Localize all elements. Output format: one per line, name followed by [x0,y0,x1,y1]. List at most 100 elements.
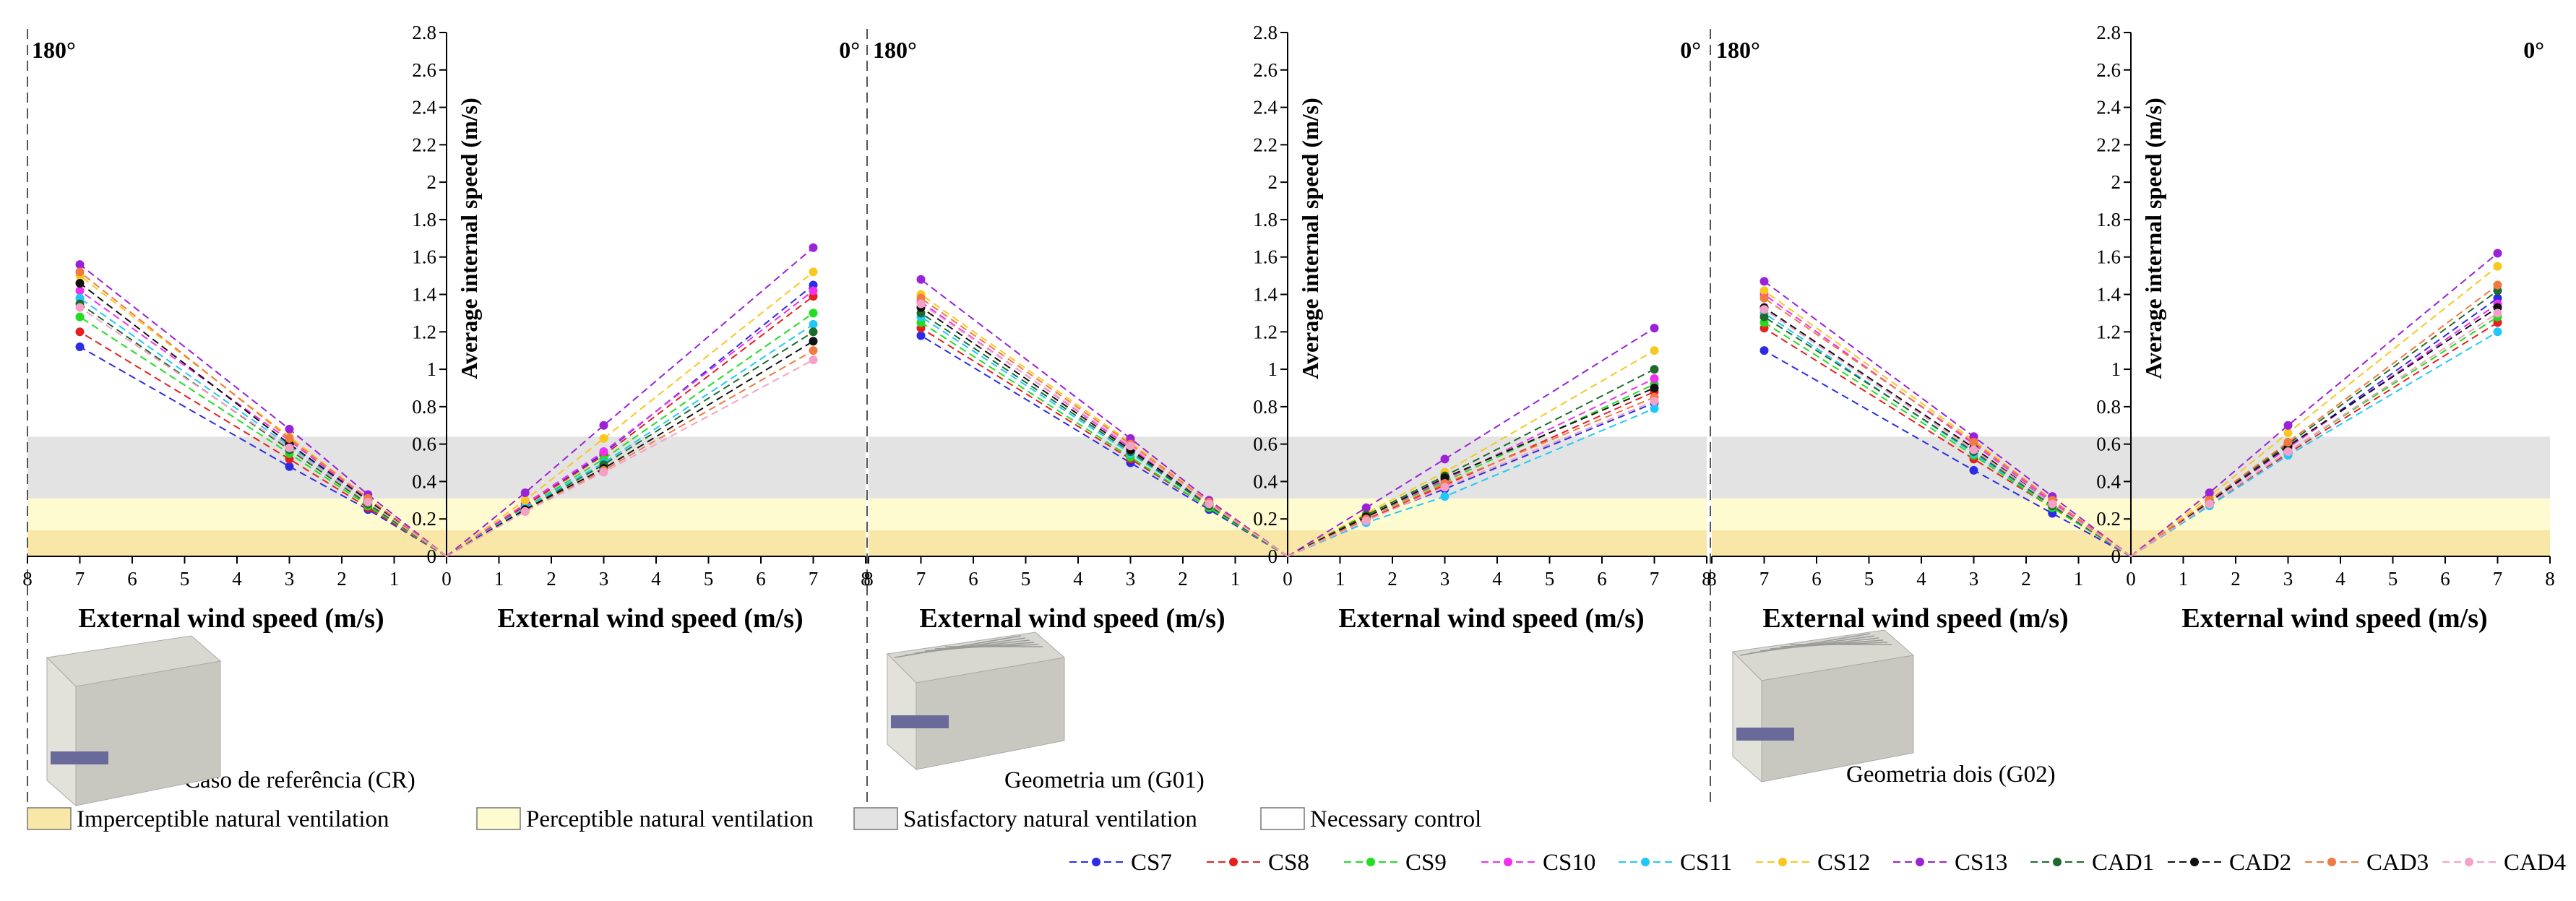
data-point-left-CAD3 [1969,438,1978,447]
geometry-caption: Caso de referência (CR) [184,767,415,793]
legend-marker [1778,858,1787,866]
y-tick-label: 0.8 [412,396,436,418]
y-tick-label: 2.4 [1253,97,1278,118]
data-point-left-CAD3 [285,434,294,443]
band-legend-swatch-1 [476,807,521,830]
x-tick-label: 8 [1707,568,1717,590]
y-tick-label: 1.6 [1253,246,1278,268]
y-tick-label: 2.6 [412,59,436,81]
y-tick-label: 1.8 [2096,209,2121,230]
x-tick-label: 6 [1812,568,1822,590]
panel-1: 0 0.2 0.4 0.6 0.8 1 1.2 1.4 1.6 1.8 2 2.2 2.4 2.6 2.8 A… [863,22,1712,793]
direction-label-right: 0° [839,37,860,63]
data-point-left-CAD4 [75,303,85,312]
y-tick-label: 1.2 [412,321,436,342]
data-point-left-CAD4 [1969,445,1978,454]
x-tick-label: 8 [2545,568,2555,590]
building-illustration-2 [1731,629,1915,783]
x-tick-label: 6 [2440,568,2450,590]
band-legend-label-1: Perceptible natural ventilation [526,806,814,832]
y-tick-label: 0.2 [2096,508,2121,530]
data-point-left-CS13 [285,424,294,434]
x-tick-label: 1 [2179,568,2189,590]
y-tick-label: 1.4 [412,284,436,306]
data-point-right-CAD4 [1440,483,1449,492]
x-tick-label: 3 [1440,568,1450,590]
legend-label: CS7 [1131,850,1172,876]
series-line-right-CS12 [2130,265,2499,557]
y-tick-label: 1.8 [1253,209,1278,230]
x-tick-label: 3 [1969,568,1979,590]
series-line-left-CS9 [920,322,1288,557]
series-legend-item-CS8: CS8 [1207,850,1309,876]
data-point-right-CS12 [809,267,818,277]
series-legend-item-CAD2: CAD2 [2168,850,2291,876]
data-point-right-CAD2 [1650,383,1659,392]
x-tick-label: 5 [1864,568,1874,590]
y-tick-label: 1 [427,358,437,380]
x-tick-label: 2 [337,568,347,590]
series-line-left-CS7 [1764,350,2132,557]
y-tick-label: 2.2 [2096,134,2121,155]
direction-label-left: 180° [32,37,76,63]
x-tick-label: 1 [494,568,504,590]
data-point-right-CAD4 [1650,397,1659,406]
legend-marker [1092,858,1100,866]
data-point-right-CS12 [2283,428,2293,438]
x-tick-label: 2 [2231,568,2241,590]
legend-marker [1229,858,1238,866]
x-tick-label: 8 [22,568,33,590]
x-tick-label: 0 [2126,568,2136,590]
series-legend-item-CS13: CS13 [1893,850,2007,876]
data-point-right-CS13 [1440,454,1449,464]
series-line-left-CAD4 [920,303,1288,557]
series-line-right-CAD1 [1287,368,1655,557]
y-tick-label: 0.6 [412,434,436,455]
legend-marker [2190,858,2199,866]
data-point-left-CAD3 [75,267,85,277]
x-tick-label: 3 [285,568,295,590]
data-point-left-CAD1 [1759,312,1769,322]
geometry-caption: Geometria dois (G02) [1846,762,2056,788]
data-point-left-CAD4 [285,443,294,452]
legend-marker [1641,858,1650,866]
x-axis-title-left: External wind speed (m/s) [1762,603,2068,634]
data-point-right-CS13 [2493,249,2502,258]
y-tick-label: 2.4 [412,97,436,118]
data-point-left-CS7 [285,462,294,471]
data-point-right-CAD3 [2493,280,2502,290]
series-line-left-CAD1 [1763,316,2132,557]
y-tick-label: 1 [2111,358,2121,380]
series-line-left-CS7 [79,346,447,557]
data-point-right-CS12 [599,434,608,443]
building-illustration-0 [46,635,222,807]
legend-label: CS13 [1955,850,2007,876]
series-line-right-CAD2 [1287,387,1655,557]
x-tick-label: 5 [2388,568,2398,590]
data-point-left-CAD4 [1205,499,1214,509]
data-point-right-CAD3 [809,346,818,355]
data-point-left-CAD4 [363,497,373,506]
data-point-right-CAD1 [1650,365,1659,374]
y-tick-label: 0.2 [412,508,436,530]
data-point-right-CS13 [2205,488,2214,497]
direction-label-left: 180° [873,37,917,63]
y-axis-title: Average internal speed (m/s) [2140,98,2166,379]
series-line-right-CS10 [1287,378,1655,557]
x-tick-label: 2 [1387,568,1397,590]
series-legend-item-CS7: CS7 [1069,850,1172,876]
band-legend-label-3: Necessary control [1310,806,1481,832]
series-line-left-CAD2 [79,283,447,557]
series-line-right-CS12 [446,271,814,557]
data-point-left-CAD4 [1759,305,1769,314]
series-line-left-CS13 [1763,280,2132,557]
data-point-left-CAD2 [75,278,85,288]
x-tick-label: 7 [1759,568,1770,590]
x-tick-label: 0 [441,568,452,590]
series-line-right-CS11 [1287,408,1655,557]
series-line-left-CS9 [79,316,447,557]
data-point-left-CS10 [75,286,85,296]
series-line-right-CAD4 [1287,400,1655,557]
series-line-left-CS8 [79,331,447,557]
legend-label: CAD3 [2366,850,2429,876]
